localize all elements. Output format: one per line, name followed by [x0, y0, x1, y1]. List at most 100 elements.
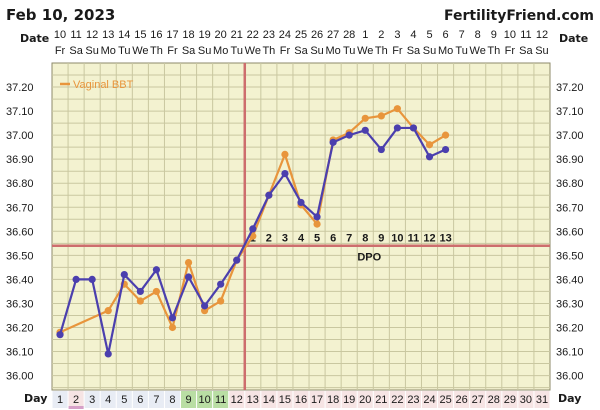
day-label: 24 — [423, 394, 435, 406]
vaginal-bbt-point — [217, 297, 225, 305]
day-label: 21 — [375, 394, 387, 406]
weekday-label: Tu — [343, 45, 355, 57]
y-tick-label-left: 36.50 — [6, 250, 34, 262]
y-tick-label-right: 37.10 — [556, 106, 584, 118]
day-cell — [293, 391, 309, 408]
weekday-label: Su — [310, 45, 323, 57]
vaginal-bbt-point — [377, 112, 385, 120]
main-temp-point — [377, 145, 385, 154]
y-tick-label-right: 36.70 — [556, 202, 584, 214]
date-label: 24 — [279, 29, 291, 41]
day-label: 13 — [247, 394, 259, 406]
weekday-label: Su — [423, 45, 436, 57]
y-tick-label-left: 36.70 — [6, 202, 34, 214]
dpo-label: 8 — [362, 233, 368, 245]
weekday-label: Fr — [505, 45, 516, 57]
y-tick-label-right: 36.80 — [556, 178, 584, 190]
day-label: 8 — [169, 394, 175, 406]
day-cell — [261, 391, 277, 408]
y-tick-label-right: 36.30 — [556, 298, 584, 310]
y-tick-label-left: 36.20 — [6, 322, 34, 334]
date-label: 27 — [327, 29, 339, 41]
main-temp-point — [345, 131, 353, 139]
weekday-label: Th — [375, 45, 388, 57]
main-temp-point — [56, 331, 64, 339]
weekday-label: Su — [85, 45, 98, 57]
day-label: 11 — [215, 394, 226, 406]
weekday-label: Sa — [182, 45, 196, 57]
date-label: 10 — [504, 29, 516, 41]
main-temp-point — [152, 266, 161, 274]
day-cell — [181, 391, 197, 408]
vaginal-bbt-point — [393, 105, 401, 113]
weekday-label: Fr — [167, 45, 178, 57]
day-cell — [470, 391, 486, 408]
y-tick-label-right: 37.00 — [556, 130, 584, 142]
day-label: 31 — [536, 394, 548, 406]
main-temp-point — [329, 138, 337, 146]
day-label: 14 — [263, 394, 275, 406]
vaginal-bbt-point — [281, 150, 289, 158]
day-label: 25 — [439, 394, 451, 406]
date-label: 13 — [102, 29, 114, 41]
y-tick-label-left: 36.90 — [6, 154, 34, 166]
day-label: 4 — [105, 394, 111, 406]
day-label: 2 — [73, 394, 79, 406]
date-row-label-left: Date — [20, 32, 49, 45]
date-label: 23 — [263, 29, 275, 41]
dpo-label: 7 — [346, 233, 352, 245]
y-tick-label-left: 37.10 — [6, 106, 34, 118]
weekday-label: We — [245, 45, 261, 57]
vaginal-bbt-point — [441, 131, 450, 139]
chart-date-title: Feb 10, 2023 — [6, 6, 115, 24]
main-temp-point — [409, 124, 418, 132]
day-cell — [229, 391, 245, 408]
y-tick-label-left: 36.60 — [6, 226, 34, 238]
day-label: 28 — [488, 394, 500, 406]
day-label: 6 — [137, 394, 143, 406]
weekday-label: Mo — [438, 45, 453, 57]
date-label: 1 — [362, 29, 368, 41]
day-cell — [164, 391, 181, 408]
date-label: 15 — [134, 29, 146, 41]
date-label: 9 — [491, 29, 497, 41]
day-cell — [148, 391, 164, 408]
day-label: 29 — [504, 394, 516, 406]
y-tick-label-right: 36.60 — [556, 226, 584, 238]
day-cell — [325, 391, 341, 408]
day-label: 26 — [456, 394, 468, 406]
date-label: 21 — [231, 29, 243, 41]
weekday-label: Fr — [392, 45, 403, 57]
weekday-label: Th — [487, 45, 500, 57]
day-label: 17 — [311, 394, 323, 406]
day-cell — [534, 391, 550, 408]
dpo-axis-label: DPO — [357, 252, 381, 264]
main-temp-point — [184, 273, 193, 281]
day-label: 7 — [153, 394, 159, 406]
day-cell — [341, 391, 357, 408]
site-name[interactable]: FertilityFriend.com — [444, 8, 594, 24]
main-temp-point — [136, 287, 144, 296]
weekday-label: Su — [198, 45, 211, 57]
day-cell — [389, 391, 405, 408]
day-label: 15 — [279, 394, 291, 406]
main-temp-point — [441, 145, 450, 154]
day-label: 30 — [520, 394, 532, 406]
weekday-label: Mo — [101, 45, 116, 57]
weekday-label: Sa — [519, 45, 533, 57]
y-tick-label-right: 36.20 — [556, 322, 584, 334]
main-temp-point — [233, 256, 241, 264]
date-label: 12 — [536, 29, 548, 41]
dpo-label: 13 — [439, 233, 451, 245]
main-temp-point — [297, 198, 305, 207]
date-label: 10 — [54, 29, 66, 41]
day-cell — [373, 391, 389, 408]
y-tick-label-left: 36.40 — [6, 274, 34, 286]
date-label: 8 — [475, 29, 481, 41]
day-label: 5 — [121, 394, 127, 406]
day-row-label-left: Day — [24, 392, 47, 405]
weekday-label: We — [357, 45, 373, 57]
y-tick-label-right: 36.90 — [556, 154, 584, 166]
y-tick-label-right: 36.50 — [556, 250, 584, 262]
